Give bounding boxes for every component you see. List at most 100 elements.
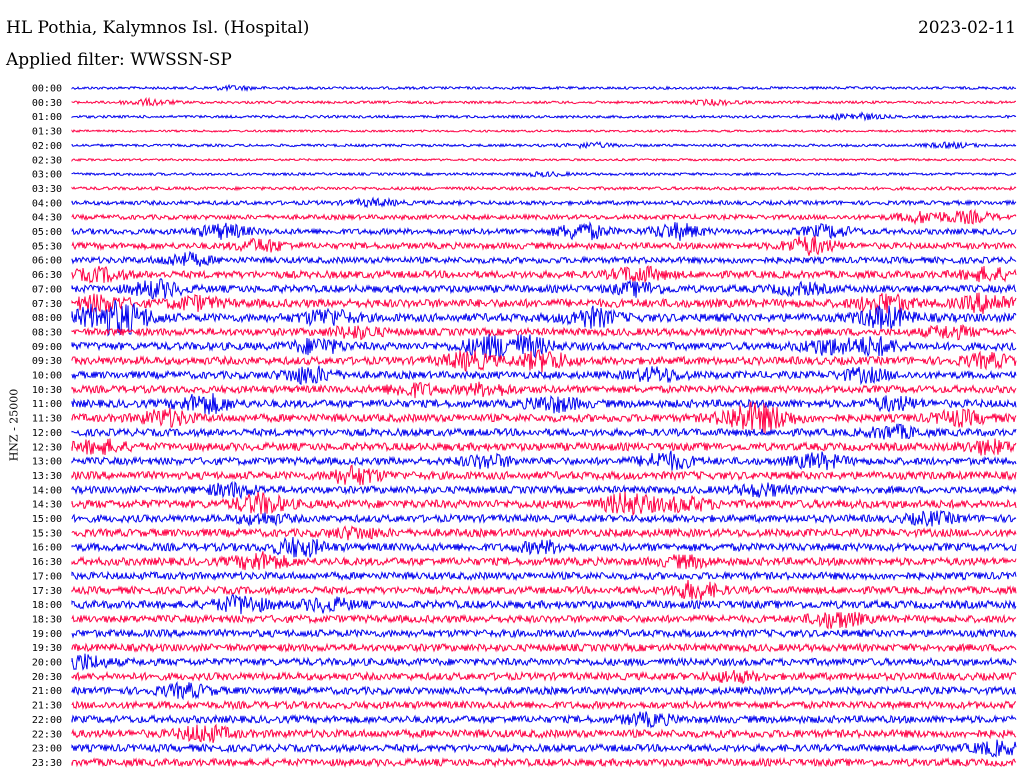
time-label: 20:00 <box>32 658 62 669</box>
trace-line <box>71 401 1017 434</box>
trace-line <box>71 393 1017 415</box>
time-label: 11:30 <box>32 414 62 425</box>
time-label: 15:30 <box>32 528 62 539</box>
time-label: 03:00 <box>32 170 62 181</box>
filter-label: Applied filter: WWSSN-SP <box>6 50 232 70</box>
time-label: 18:00 <box>32 600 62 611</box>
trace-line <box>71 480 1017 500</box>
time-label: 09:30 <box>32 356 62 367</box>
trace-line <box>71 699 1017 711</box>
trace-line <box>71 140 1017 150</box>
trace-line <box>71 83 1017 93</box>
station-title: HL Pothia, Kalymnos Isl. (Hospital) <box>6 18 310 38</box>
time-label: 07:30 <box>32 299 62 310</box>
trace-line <box>71 111 1017 122</box>
time-label: 17:00 <box>32 571 62 582</box>
time-label: 21:30 <box>32 701 62 712</box>
trace-line <box>71 423 1017 440</box>
time-label: 15:00 <box>32 514 62 525</box>
trace-line <box>71 334 1017 359</box>
trace-line <box>71 491 1017 517</box>
trace-line <box>71 196 1017 209</box>
time-label: 17:30 <box>32 586 62 597</box>
time-label: 10:00 <box>32 371 62 382</box>
trace-line <box>71 300 1017 337</box>
trace-line <box>71 593 1017 615</box>
time-label: 12:30 <box>32 442 62 453</box>
trace-line <box>71 208 1017 226</box>
trace-line <box>71 536 1017 558</box>
time-label: 19:30 <box>32 643 62 654</box>
time-label: 07:00 <box>32 284 62 295</box>
trace-line <box>71 509 1017 528</box>
trace-line <box>71 250 1017 267</box>
trace-line <box>71 723 1017 743</box>
time-label: 20:30 <box>32 672 62 683</box>
trace-line <box>71 711 1017 729</box>
time-label: 18:30 <box>32 614 62 625</box>
trace-line <box>71 681 1017 701</box>
trace-line <box>71 669 1017 685</box>
time-label: 08:00 <box>32 313 62 324</box>
trace-line <box>71 551 1017 571</box>
trace-line <box>71 323 1017 341</box>
trace-line <box>71 739 1017 758</box>
time-label: 16:00 <box>32 543 62 554</box>
trace-line <box>71 349 1017 373</box>
time-label: 22:00 <box>32 715 62 726</box>
trace-line <box>71 221 1017 241</box>
time-label: 23:00 <box>32 744 62 755</box>
time-label: 14:30 <box>32 500 62 511</box>
trace-line <box>71 235 1017 256</box>
time-label: 01:30 <box>32 127 62 138</box>
trace-line <box>71 628 1017 639</box>
time-label: 22:30 <box>32 729 62 740</box>
time-label: 04:30 <box>32 213 62 224</box>
trace-line <box>71 438 1017 456</box>
time-label: 05:00 <box>32 227 62 238</box>
time-label: 14:00 <box>32 485 62 496</box>
time-label: 02:00 <box>32 141 62 152</box>
trace-line <box>71 570 1017 582</box>
time-label: 10:30 <box>32 385 62 396</box>
trace-line <box>71 170 1017 178</box>
time-label: 06:30 <box>32 270 62 281</box>
time-label: 06:00 <box>32 256 62 267</box>
time-label: 03:30 <box>32 184 62 195</box>
trace-line <box>71 525 1017 541</box>
trace-line <box>71 381 1017 399</box>
trace-line <box>71 464 1017 486</box>
trace-line <box>71 365 1017 386</box>
trace-line <box>71 292 1017 315</box>
time-label: 21:00 <box>32 686 62 697</box>
trace-line <box>71 128 1017 134</box>
trace-line <box>71 278 1017 300</box>
trace-line <box>71 157 1017 162</box>
trace-line <box>71 642 1017 654</box>
time-label: 05:30 <box>32 241 62 252</box>
time-label: 13:30 <box>32 471 62 482</box>
time-label: 19:00 <box>32 629 62 640</box>
time-label: 04:00 <box>32 198 62 209</box>
time-label: 02:30 <box>32 155 62 166</box>
time-label: 00:30 <box>32 98 62 109</box>
time-label: 01:00 <box>32 112 62 123</box>
time-label: 23:30 <box>32 758 62 769</box>
time-label: 09:00 <box>32 342 62 353</box>
trace-line <box>71 580 1017 601</box>
trace-line <box>71 611 1017 630</box>
trace-line <box>71 265 1017 284</box>
trace-line <box>71 96 1017 108</box>
time-label: 08:30 <box>32 327 62 338</box>
time-label: 00:00 <box>32 84 62 95</box>
time-label: 13:00 <box>32 457 62 468</box>
trace-line <box>71 450 1017 471</box>
record-date: 2023-02-11 <box>917 18 1016 38</box>
trace-line <box>71 653 1017 671</box>
time-label: 12:00 <box>32 428 62 439</box>
trace-line <box>71 185 1017 192</box>
time-label: 11:00 <box>32 399 62 410</box>
time-label: 16:30 <box>32 557 62 568</box>
trace-line <box>71 756 1017 769</box>
